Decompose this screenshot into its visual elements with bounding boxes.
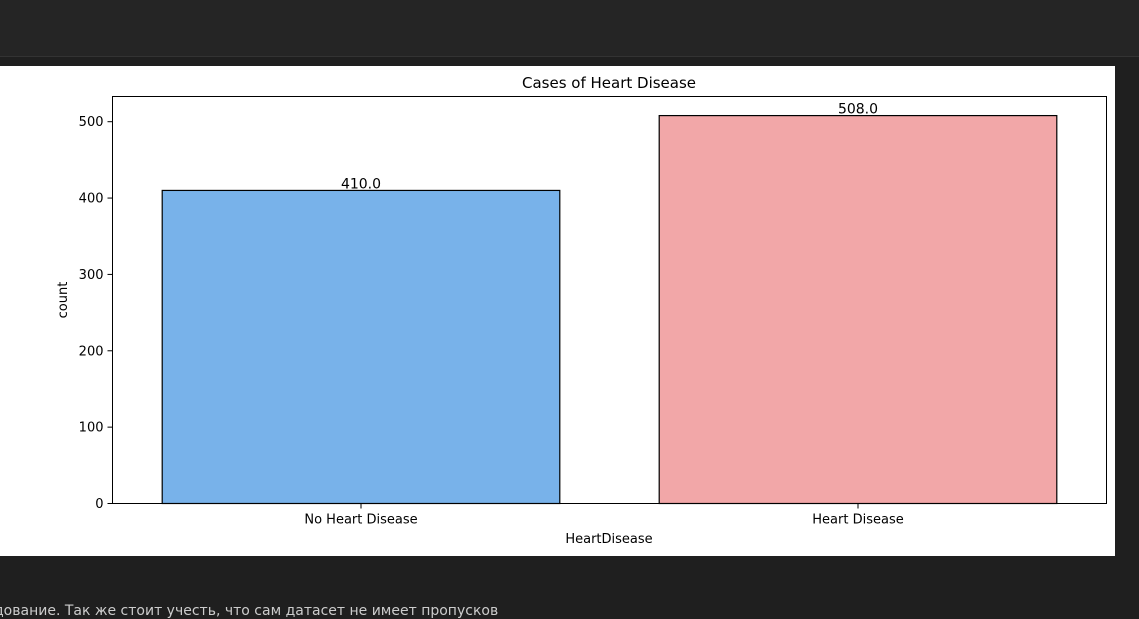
y-tick-label: 200	[79, 344, 104, 359]
data-label: 410.0	[341, 176, 381, 192]
y-axis-label: count	[56, 282, 71, 319]
y-tick-label: 300	[79, 268, 104, 283]
x-axis-label: HeartDisease	[565, 532, 652, 547]
data-label: 508.0	[838, 102, 878, 118]
bar-chart: Cases of Heart Disease count HeartDiseas…	[56, 74, 1107, 547]
bar-heart-disease	[658, 114, 1058, 505]
y-tick-label: 100	[79, 421, 104, 436]
plot-frame	[112, 96, 1107, 504]
x-tick-label: Heart Disease	[812, 513, 903, 528]
x-tick-label: No Heart Disease	[304, 513, 417, 528]
notebook-top-bar	[0, 0, 1139, 57]
chart-title: Cases of Heart Disease	[522, 74, 696, 92]
y-tick-label: 400	[79, 192, 104, 207]
y-tick-label: 500	[79, 115, 104, 130]
cell-output-panel: Cases of Heart Disease count HeartDiseas…	[0, 66, 1115, 556]
bar-no-heart-disease	[161, 189, 561, 505]
y-tick-label: 0	[95, 497, 103, 512]
notebook-markdown-text: дование. Так же стоит учесть, что сам да…	[0, 603, 499, 619]
